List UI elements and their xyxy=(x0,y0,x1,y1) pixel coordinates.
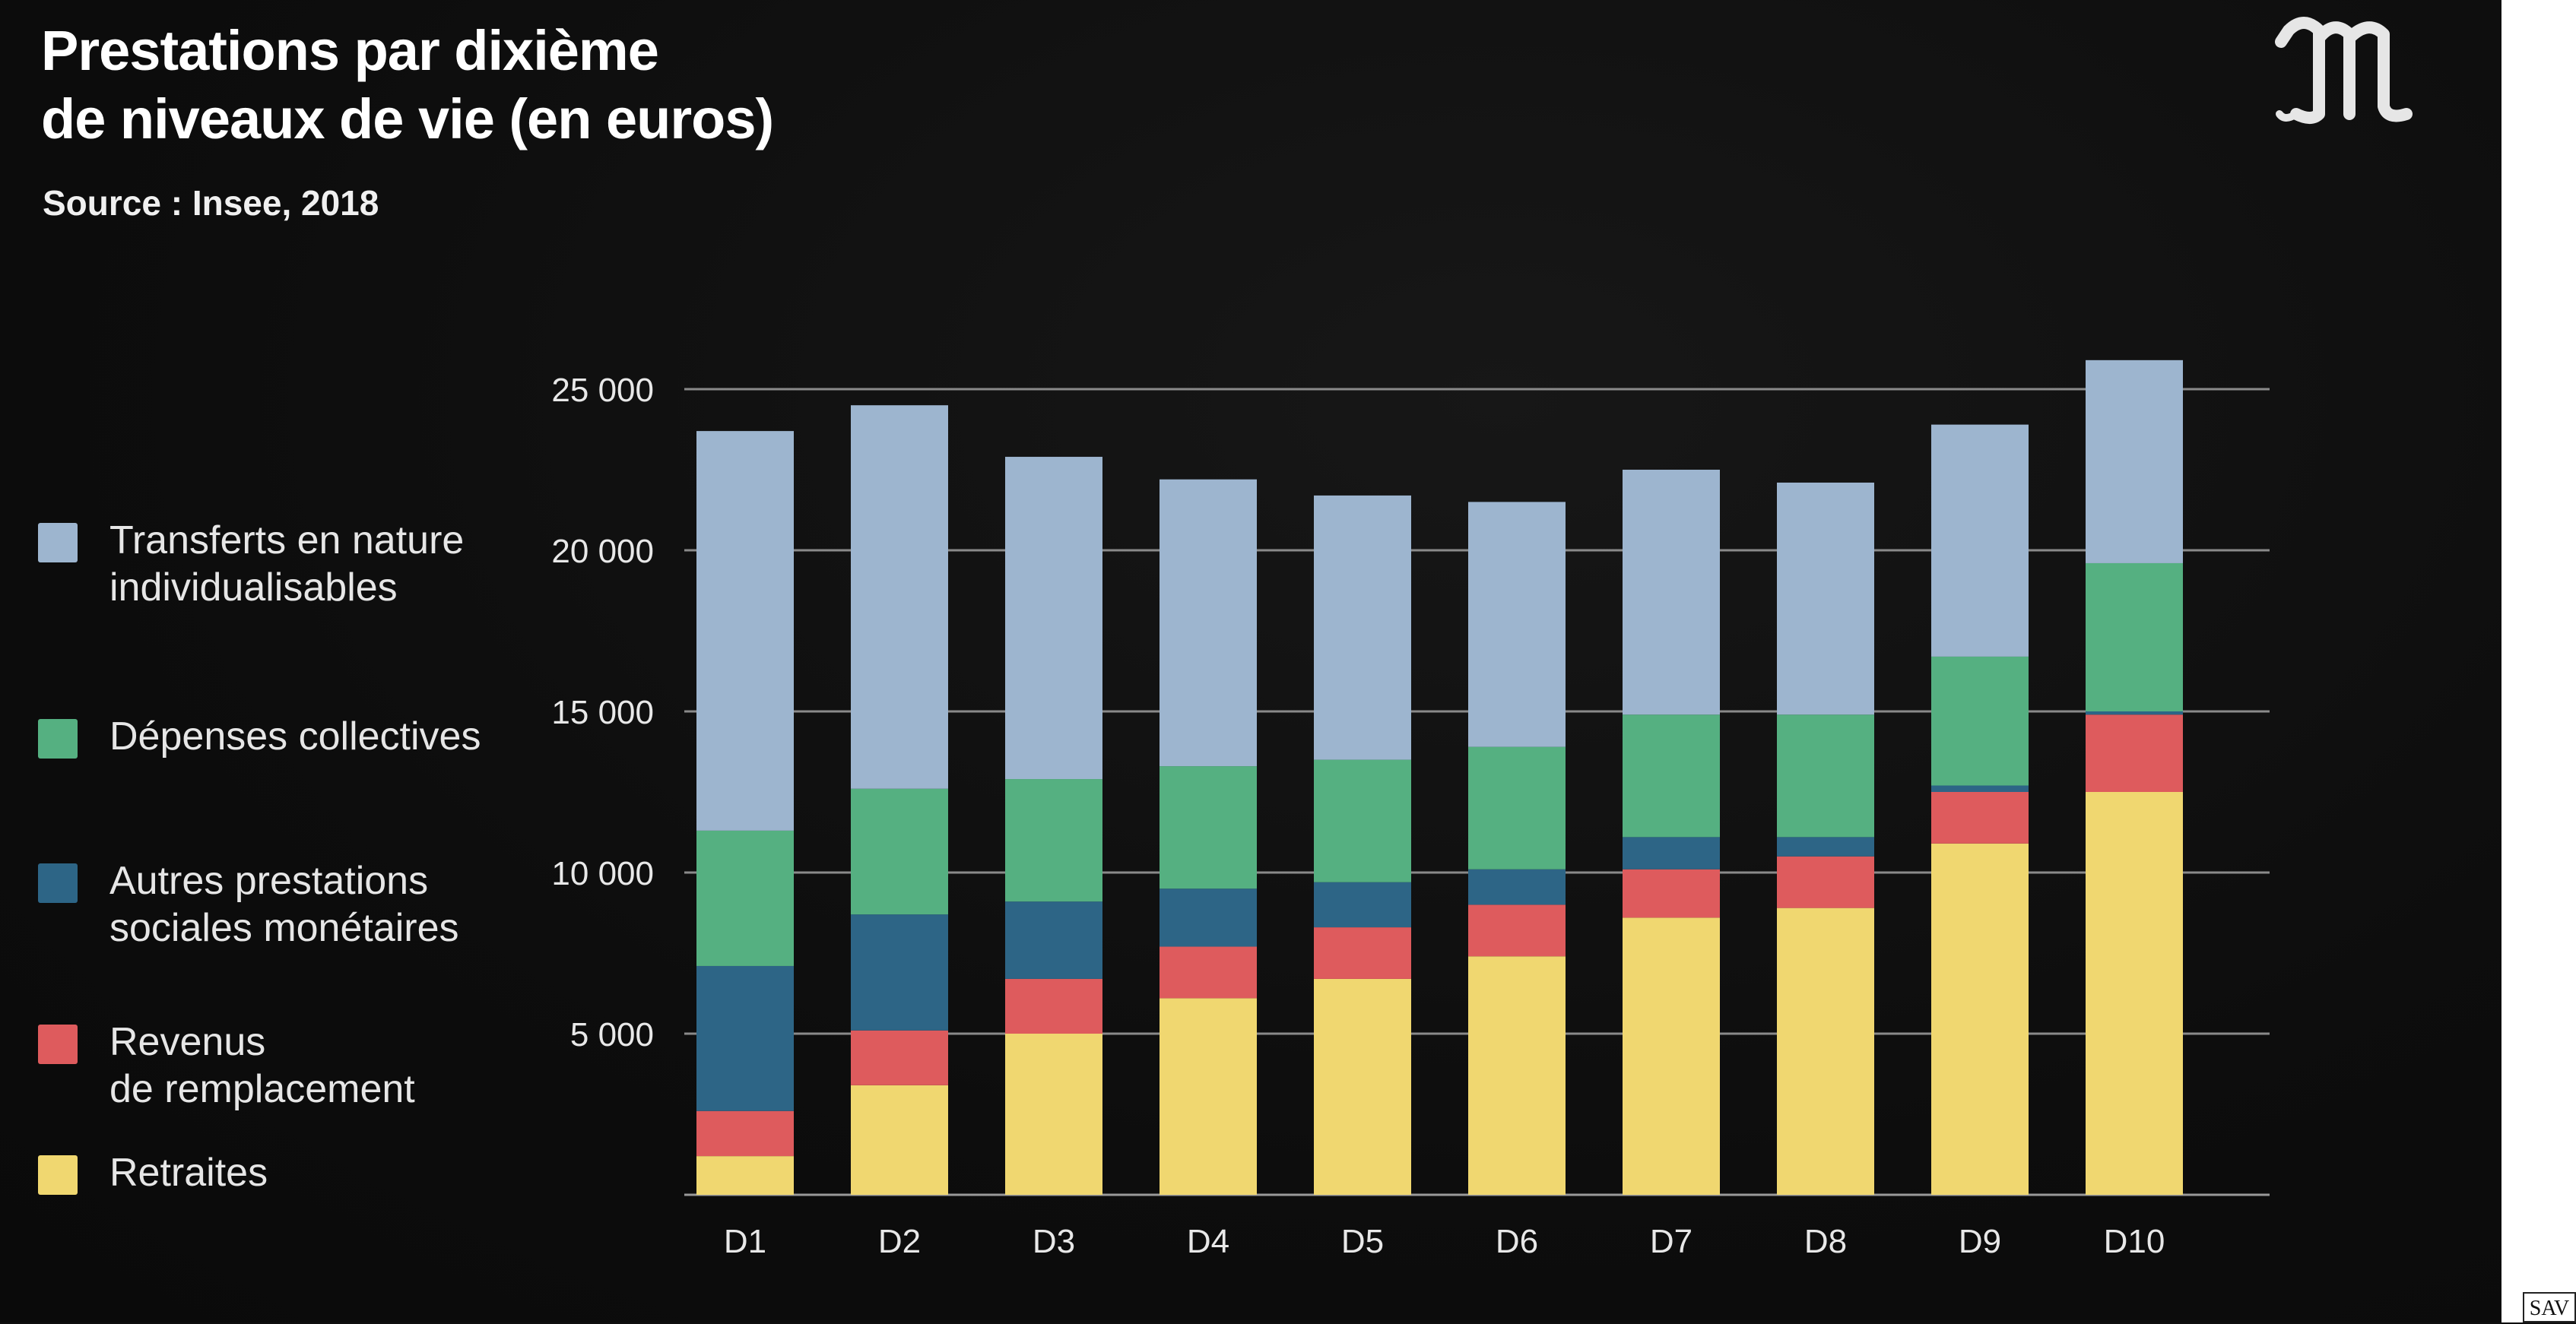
legend-swatch-autres xyxy=(38,863,78,903)
chart-canvas: Prestations par dixième de niveaux de vie… xyxy=(0,0,2501,1322)
x-tick-label: D6 xyxy=(1496,1223,1538,1260)
bar-segment-d9 xyxy=(1931,785,2029,792)
legend-swatch-retraites xyxy=(38,1155,78,1195)
bar-segment-d1 xyxy=(696,1156,794,1195)
y-tick-label: 25 000 xyxy=(551,372,654,409)
bar-segment-d10 xyxy=(2086,360,2183,563)
x-tick-label: D1 xyxy=(724,1223,766,1260)
bar-segment-d8 xyxy=(1777,482,1874,715)
chart-title-line-1: Prestations par dixième xyxy=(41,19,659,82)
bar-segment-d10 xyxy=(2086,711,2183,715)
x-tick-label: D7 xyxy=(1650,1223,1692,1260)
bar-segment-d6 xyxy=(1468,502,1566,747)
bar-segment-d5 xyxy=(1314,759,1411,882)
bar-segment-d5 xyxy=(1314,495,1411,760)
x-tick-label: D4 xyxy=(1187,1223,1229,1260)
legend-label-transferts: Transferts en nature individualisables xyxy=(109,518,465,610)
bar-segment-d3 xyxy=(1005,779,1102,902)
bar-segment-d7 xyxy=(1623,837,1720,869)
bar-segment-d4 xyxy=(1160,766,1257,889)
bar-segment-d5 xyxy=(1314,882,1411,928)
chart-source: Source : Insee, 2018 xyxy=(43,183,379,223)
legend-item-transferts: Transferts en nature individualisables xyxy=(38,517,505,611)
y-tick-label: 20 000 xyxy=(551,533,654,570)
bar-segment-d8 xyxy=(1777,856,1874,908)
bar-segment-d6 xyxy=(1468,904,1566,957)
bar-segment-d5 xyxy=(1314,978,1411,1195)
bar-segment-d6 xyxy=(1468,746,1566,869)
bar-segment-d3 xyxy=(1005,1034,1102,1195)
stacked-bar-plot: 5 000 10 000 15 000 20 000 25 000 D1 D2 D3 D4 D5 D… xyxy=(551,360,2270,1260)
bar-segment-d9 xyxy=(1931,424,2029,657)
bar-segment-d5 xyxy=(1314,927,1411,979)
bar-segment-d1 xyxy=(696,830,794,966)
bar-segment-d9 xyxy=(1931,792,2029,844)
x-tick-label: D9 xyxy=(1959,1223,2001,1260)
bar-segment-d3 xyxy=(1005,457,1102,780)
legend-label-retraites: Retraites xyxy=(109,1151,268,1195)
bar-segment-d7 xyxy=(1623,917,1720,1195)
le-monde-logo-glyph xyxy=(2275,17,2413,124)
legend-item-revenus: Revenus de remplacement xyxy=(38,1018,505,1113)
y-tick-label: 5 000 xyxy=(570,1016,654,1053)
bar-segment-d4 xyxy=(1160,479,1257,767)
chart-title: Prestations par dixième de niveaux de vie… xyxy=(41,17,1029,154)
x-tick-label: D5 xyxy=(1341,1223,1384,1260)
bar-segment-d10 xyxy=(2086,562,2183,711)
x-tick-label: D10 xyxy=(2104,1223,2165,1260)
y-tick-label: 15 000 xyxy=(551,694,654,731)
bar-segment-d7 xyxy=(1623,869,1720,918)
legend-item-depenses: Dépenses collectives xyxy=(38,713,505,760)
legend-item-autres: Autres prestations sociales monétaires xyxy=(38,857,505,952)
bar-segment-d4 xyxy=(1160,946,1257,999)
bar-segment-d2 xyxy=(851,1085,948,1195)
legend-label-autres: Autres prestations sociales monétaires xyxy=(109,859,459,950)
bar-segment-d4 xyxy=(1160,888,1257,947)
bar-segment-d1 xyxy=(696,431,794,831)
bar-segment-d6 xyxy=(1468,869,1566,905)
legend-swatch-depenses xyxy=(38,719,78,759)
bar-segment-d9 xyxy=(1931,843,2029,1195)
legend-item-retraites: Retraites xyxy=(38,1149,505,1196)
bar-segment-d8 xyxy=(1777,837,1874,857)
bar-segment-d7 xyxy=(1623,714,1720,838)
bar-segment-d7 xyxy=(1623,470,1720,715)
legend-swatch-revenus xyxy=(38,1025,78,1064)
le-monde-logo xyxy=(2273,0,2425,137)
bar-segment-d1 xyxy=(696,965,794,1111)
bar-segment-d2 xyxy=(851,405,948,789)
bar-segment-d6 xyxy=(1468,956,1566,1195)
bar-segment-d10 xyxy=(2086,714,2183,792)
legend-label-depenses: Dépenses collectives xyxy=(109,714,481,759)
bar-segment-d2 xyxy=(851,1030,948,1085)
bar-segment-d3 xyxy=(1005,901,1102,979)
corner-badge: SAV xyxy=(2523,1292,2576,1322)
bar-segment-d8 xyxy=(1777,907,1874,1195)
legend-swatch-transferts xyxy=(38,523,78,562)
bar-segment-d2 xyxy=(851,788,948,915)
chart-title-line-2: de niveaux de vie (en euros) xyxy=(41,87,774,150)
x-tick-label: D2 xyxy=(878,1223,921,1260)
bar-segment-d8 xyxy=(1777,714,1874,838)
bar-segment-d3 xyxy=(1005,978,1102,1034)
legend-label-revenus: Revenus de remplacement xyxy=(109,1020,415,1111)
bar-segment-d10 xyxy=(2086,792,2183,1195)
bar-segment-d9 xyxy=(1931,656,2029,786)
bar-segment-d4 xyxy=(1160,998,1257,1195)
bar-segment-d1 xyxy=(696,1110,794,1157)
x-tick-label: D3 xyxy=(1033,1223,1075,1260)
right-margin-strip xyxy=(2501,0,2576,1322)
x-tick-label: D8 xyxy=(1804,1223,1847,1260)
bar-segment-d2 xyxy=(851,914,948,1031)
y-tick-label: 10 000 xyxy=(551,855,654,892)
